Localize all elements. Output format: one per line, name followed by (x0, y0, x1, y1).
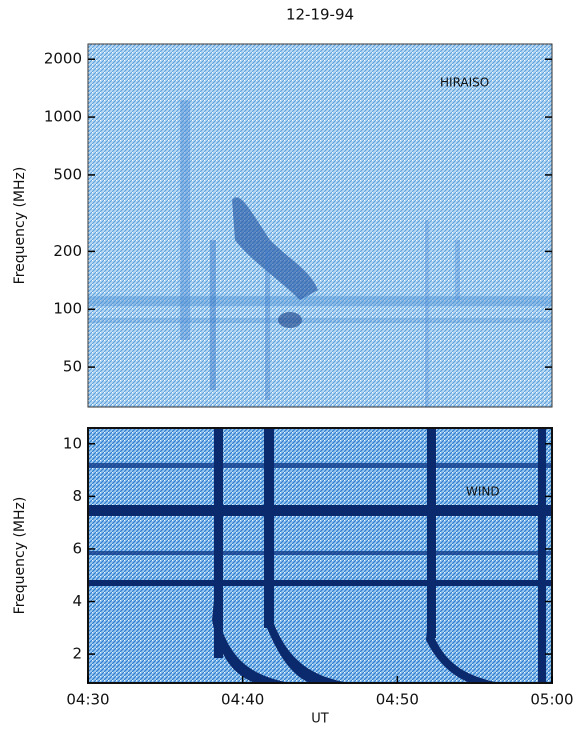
y-tick-label: 1000 (44, 108, 82, 126)
top-features (88, 100, 552, 407)
x-tick-label: 04:40 (221, 691, 264, 709)
x-tick-label: 04:30 (66, 691, 109, 709)
y-axis-label: Frequency (MHz) (12, 497, 28, 615)
x-tick-label: 05:00 (530, 691, 573, 709)
top-spectrum (88, 44, 552, 407)
annotation: HIRAISO (440, 76, 489, 90)
y-tick-label: 200 (53, 242, 82, 260)
y-tick-label: 6 (72, 539, 82, 557)
y-tick-label: 4 (72, 592, 82, 610)
x-tick-label: 04:50 (376, 691, 419, 709)
y-axis-label: Frequency (MHz) (12, 167, 28, 285)
y-tick-label: 500 (53, 165, 82, 183)
y-tick-label: 50 (63, 358, 82, 376)
y-tick-label: 8 (72, 487, 82, 505)
y-tick-label: 2 (72, 645, 82, 663)
annotation: WIND (466, 485, 500, 499)
y-tick-label: 100 (53, 300, 82, 318)
bottom-features (88, 428, 552, 683)
bottom-spectrum (88, 428, 552, 683)
y-tick-label: 2000 (44, 50, 82, 68)
chart-title: 12-19-94 (286, 6, 354, 24)
top-frame (87, 43, 553, 408)
bottom-frame (87, 427, 553, 684)
y-tick-label: 10 (63, 434, 82, 452)
x-axis-label: UT (311, 712, 329, 727)
